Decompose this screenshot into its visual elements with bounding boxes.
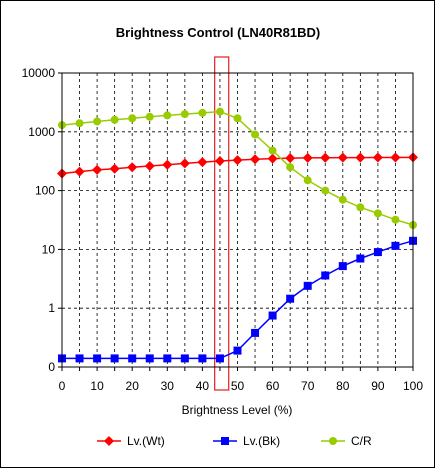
- data-point: [145, 112, 154, 121]
- highlight-region: [214, 56, 230, 391]
- data-point: [92, 164, 103, 175]
- chart-title: Brightness Control (LN40R81BD): [116, 25, 320, 40]
- data-point: [286, 294, 295, 303]
- x-tick-label: 20: [126, 379, 140, 393]
- x-tick-label: 70: [301, 379, 315, 393]
- data-point: [356, 203, 365, 212]
- data-point: [179, 158, 190, 169]
- data-point: [303, 176, 312, 185]
- y-tick-label: 10000: [22, 66, 56, 80]
- data-point: [232, 155, 243, 166]
- x-tick-label: 30: [161, 379, 175, 393]
- data-point: [321, 271, 330, 280]
- data-point: [75, 119, 84, 128]
- data-point: [373, 248, 382, 257]
- x-tick-label: 80: [336, 379, 350, 393]
- x-tick-label: 50: [231, 379, 245, 393]
- x-axis-label: Brightness Level (%): [182, 403, 293, 417]
- data-point: [372, 152, 383, 163]
- series-3: [58, 107, 417, 229]
- data-point: [180, 354, 189, 363]
- data-point: [250, 154, 261, 165]
- data-point: [93, 117, 102, 126]
- data-point: [267, 153, 278, 164]
- data-point: [391, 215, 400, 224]
- series-1: [57, 152, 418, 179]
- data-point: [109, 163, 120, 174]
- data-point: [251, 130, 260, 139]
- data-point: [145, 354, 154, 363]
- data-point: [163, 111, 172, 120]
- legend: Lv.(Wt) Lv.(Bk) C/R: [97, 434, 372, 448]
- legend-item: Lv.(Bk): [213, 434, 280, 448]
- data-point: [286, 163, 295, 172]
- data-point: [268, 311, 277, 320]
- data-point: [128, 114, 137, 123]
- data-point: [285, 153, 296, 164]
- data-point: [356, 254, 365, 263]
- data-point: [162, 159, 173, 170]
- highlight-box: [214, 56, 230, 391]
- legend-item: Lv.(Wt): [97, 434, 165, 448]
- series-group: [57, 107, 418, 363]
- data-point: [303, 281, 312, 290]
- data-point: [144, 161, 155, 172]
- data-point: [337, 152, 348, 163]
- y-tick-label: 0: [48, 360, 55, 374]
- data-point: [373, 209, 382, 218]
- legend-marker: [221, 437, 229, 445]
- data-point: [215, 107, 224, 116]
- data-point: [251, 328, 260, 337]
- data-point: [75, 354, 84, 363]
- data-point: [233, 346, 242, 355]
- data-point: [110, 354, 119, 363]
- data-point: [390, 152, 401, 163]
- y-tick-label: 1000: [28, 125, 55, 139]
- y-tick-label: 10: [42, 242, 56, 256]
- data-point: [198, 354, 207, 363]
- x-tick-label: 90: [371, 379, 385, 393]
- data-point: [233, 114, 242, 123]
- x-tick-label: 40: [196, 379, 210, 393]
- data-point: [338, 262, 347, 271]
- data-point: [320, 152, 331, 163]
- data-point: [355, 152, 366, 163]
- data-point: [163, 354, 172, 363]
- data-point: [93, 354, 102, 363]
- legend-label: Lv.(Wt): [127, 434, 165, 448]
- legend-item: C/R: [321, 434, 372, 448]
- data-point: [338, 195, 347, 204]
- data-point: [180, 110, 189, 119]
- x-tick-label: 60: [266, 379, 280, 393]
- data-point: [302, 152, 313, 163]
- data-point: [74, 166, 85, 177]
- legend-label: Lv.(Bk): [243, 434, 280, 448]
- x-tick-label: 0: [59, 379, 66, 393]
- data-point: [197, 157, 208, 168]
- y-tick-label: 1: [48, 301, 55, 315]
- y-tick-label: 100: [35, 184, 55, 198]
- data-point: [127, 162, 138, 173]
- x-tick-label: 10: [90, 379, 104, 393]
- x-tick-label: 100: [403, 379, 423, 393]
- x-axis-ticks: 0 10 20 30 40 50 60 70 80 90 100: [59, 367, 423, 393]
- data-point: [321, 186, 330, 195]
- legend-label: C/R: [351, 434, 372, 448]
- data-point: [214, 156, 225, 167]
- legend-marker: [104, 436, 114, 446]
- data-point: [110, 115, 119, 124]
- data-point: [391, 241, 400, 250]
- data-point: [128, 354, 137, 363]
- data-point: [198, 108, 207, 117]
- legend-marker: [329, 437, 337, 445]
- data-point: [268, 146, 277, 155]
- data-point: [215, 354, 224, 363]
